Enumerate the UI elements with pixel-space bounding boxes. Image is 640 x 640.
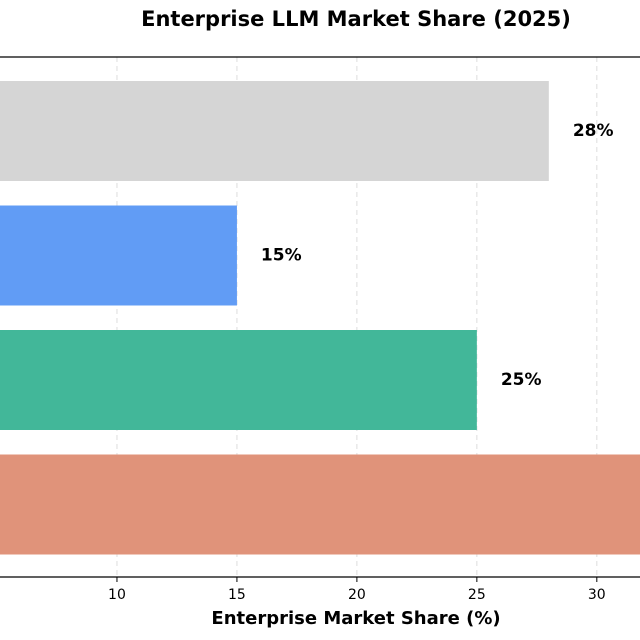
x-tick-label: 25 (468, 587, 486, 603)
x-tick-label: 10 (108, 587, 126, 603)
x-tick-label: 20 (348, 587, 366, 603)
value-label: 15% (261, 246, 302, 266)
chart-title: Enterprise LLM Market Share (2025) (141, 7, 571, 31)
value-label: 28% (573, 121, 614, 141)
bar (0, 81, 549, 181)
bar (0, 454, 640, 555)
x-axis-label: Enterprise Market Share (%) (211, 608, 500, 629)
bar (0, 205, 237, 306)
x-tick-label: 15 (228, 587, 246, 603)
bar (0, 330, 477, 430)
value-label: 25% (501, 370, 542, 390)
x-tick-label: 30 (588, 587, 606, 603)
